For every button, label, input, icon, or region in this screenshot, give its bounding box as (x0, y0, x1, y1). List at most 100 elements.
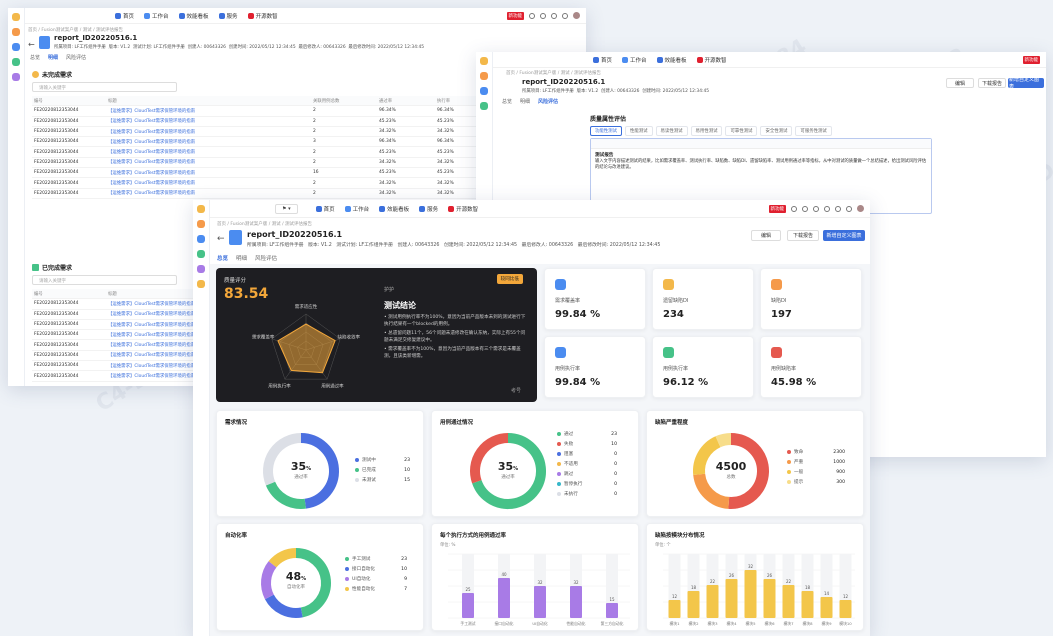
back-icon[interactable]: ← (28, 40, 35, 49)
filter-chip[interactable]: 性能测试 (624, 126, 653, 136)
row-title-link[interactable]: 【运维需求】CloudTest需求保管环境的指南 (108, 191, 196, 197)
nav-home[interactable]: 首页 (593, 56, 612, 64)
nav-kanban[interactable]: 效能看板 (656, 56, 687, 64)
row-title-link[interactable]: 【运维需求】CloudTest需求保管环境的指南 (108, 181, 196, 187)
row-title-link[interactable]: 【运维需求】CloudTest需求保管环境的指南 (108, 129, 196, 135)
filter-chip[interactable]: 功能性测试 (590, 126, 622, 136)
column-header[interactable]: 标题 (108, 291, 117, 297)
row-title-link[interactable]: 【运维需求】CloudTest需求保管环境的指南 (108, 374, 196, 380)
filter-chip[interactable]: 易读性测试 (655, 126, 688, 136)
row-title-link[interactable]: 【运维需求】CloudTest需求保管环境的指南 (108, 343, 196, 349)
row-title-link[interactable]: 【运维需求】CloudTest需求保管环境的指南 (108, 301, 196, 307)
nav-workbench[interactable]: 工作台 (344, 205, 369, 213)
tab-risk[interactable]: 风险评估 (255, 256, 278, 262)
nav-home[interactable]: 首页 (315, 205, 335, 213)
row-title-link[interactable]: 【运维需求】CloudTest需求保管环境的指南 (108, 170, 196, 176)
home-icon[interactable] (197, 220, 205, 228)
nav-home[interactable]: 首页 (115, 12, 134, 20)
table-row[interactable]: FE20220812353044 【运维需求】CloudTest需求保管环境的指南… (32, 147, 482, 158)
help-icon[interactable] (791, 205, 797, 212)
tab-risk[interactable]: 风险评估 (538, 99, 559, 105)
breadcrumb[interactable]: 首页 / Fusion测试案户版 / 测试 / 测试评估报告 (217, 222, 313, 227)
mail-icon[interactable] (813, 205, 819, 212)
search-input[interactable]: 请输入关键字 (32, 82, 177, 92)
column-header[interactable]: 编号 (34, 291, 43, 297)
tab-overview[interactable]: 总览 (30, 55, 41, 61)
new-feature-badge[interactable]: 新功能 (1022, 55, 1040, 64)
table-row[interactable]: FE20220812353044 【运维需求】CloudTest需求保管环境的指南… (32, 137, 482, 148)
tab-detail[interactable]: 明细 (236, 256, 248, 262)
create-chart-button[interactable]: 新增自定义图表 (1008, 77, 1044, 90)
row-title-link[interactable]: 【运维需求】CloudTest需求保管环境的指南 (108, 119, 196, 125)
chart-icon[interactable] (480, 102, 488, 110)
table-row[interactable]: FE20220812353044 【运维需求】CloudTest需求保管环境的指南… (32, 158, 482, 169)
column-header[interactable]: 标题 (108, 98, 117, 104)
avatar[interactable] (573, 12, 580, 19)
row-title-link[interactable]: 【运维需求】CloudTest需求保管环境的指南 (108, 322, 196, 328)
search-input[interactable]: 请输入关键字 (32, 275, 177, 285)
nav-workbench[interactable]: 工作台 (144, 12, 169, 20)
settings-icon[interactable] (562, 12, 568, 19)
nav-service[interactable]: 服务 (218, 12, 238, 20)
table-row[interactable]: FE20220812353044 【运维需求】CloudTest需求保管环境的指南… (32, 178, 482, 189)
column-header[interactable]: 执行率 (437, 98, 451, 104)
help-icon[interactable] (529, 12, 535, 19)
column-header[interactable]: 通过率 (379, 98, 393, 104)
create-chart-button[interactable]: 新增自定义图表 (823, 230, 865, 241)
tool-icon[interactable] (197, 280, 205, 288)
bell-icon[interactable] (551, 12, 557, 19)
avatar[interactable] (857, 205, 864, 212)
row-title-link[interactable]: 【运维需求】CloudTest需求保管环境的指南 (108, 160, 196, 166)
row-title-link[interactable]: 【运维需求】CloudTest需求保管环境的指南 (108, 332, 196, 338)
project-select[interactable]: ⚑ ▾ (275, 203, 298, 214)
row-title-link[interactable]: 【运维需求】CloudTest需求保管环境的指南 (108, 312, 196, 318)
question-icon[interactable] (846, 205, 852, 212)
download-button[interactable]: 下载报告 (787, 230, 819, 241)
row-title-link[interactable]: 【运维需求】CloudTest需求保管环境的指南 (108, 139, 196, 145)
home-icon[interactable] (12, 28, 20, 36)
breadcrumb[interactable]: 首页 / Fusion测试案户版 / 测试 / 测试评估报告 (28, 28, 124, 33)
row-title-link[interactable]: 【运维需求】CloudTest需求保管环境的指南 (108, 108, 196, 114)
table-row[interactable]: FE20220812353044 【运维需求】CloudTest需求保管环境的指南… (32, 189, 482, 199)
nav-project[interactable]: 开源数智 (696, 56, 727, 64)
nav-project[interactable]: 开源数智 (448, 205, 478, 213)
table-row[interactable]: FE20220812353044 【运维需求】CloudTest需求保管环境的指南… (32, 168, 482, 179)
bell-icon[interactable] (824, 205, 830, 212)
row-title-link[interactable]: 【运维需求】CloudTest需求保管环境的指南 (108, 363, 196, 369)
column-header[interactable]: 关联用例总数 (313, 98, 340, 104)
nav-workbench[interactable]: 工作台 (622, 56, 647, 64)
doc-icon[interactable] (197, 265, 205, 273)
nav-project[interactable]: 开源数智 (247, 12, 278, 20)
user-icon[interactable] (12, 43, 20, 51)
row-title-link[interactable]: 【运维需求】CloudTest需求保管环境的指南 (108, 150, 196, 156)
filter-chip[interactable]: 可服务性测试 (795, 126, 832, 136)
nav-service[interactable]: 服务 (419, 205, 438, 213)
download-button[interactable]: 下载报告 (978, 78, 1006, 88)
home-icon[interactable] (480, 72, 488, 80)
table-row[interactable]: FE20220812353044 【运维需求】CloudTest需求保管环境的指南… (32, 127, 482, 138)
new-feature-badge[interactable]: 新功能 (768, 204, 786, 213)
new-feature-badge[interactable]: 新功能 (506, 11, 524, 20)
filter-chip[interactable]: 可靠性测试 (725, 126, 758, 136)
chart-icon[interactable] (197, 250, 205, 258)
table-row[interactable]: FE20220812353044 【运维需求】CloudTest需求保管环境的指南… (32, 117, 482, 127)
doc-icon[interactable] (12, 73, 20, 81)
breadcrumb[interactable]: 首页 / Fusion测试案户版 / 测试 / 测试评估报告 (506, 71, 602, 76)
filter-chip[interactable]: 安全性测试 (760, 126, 793, 136)
filter-chip[interactable]: 易用性测试 (690, 126, 723, 136)
settings-icon[interactable] (835, 205, 841, 212)
tab-detail[interactable]: 明细 (520, 99, 531, 105)
column-header[interactable]: 编号 (34, 98, 43, 104)
nav-kanban[interactable]: 效能看板 (178, 12, 209, 20)
nav-kanban[interactable]: 效能看板 (379, 205, 409, 213)
user-icon[interactable] (197, 235, 205, 243)
table-row[interactable]: FE20220812353044 【运维需求】CloudTest需求保管环境的指南… (32, 106, 482, 117)
row-title-link[interactable]: 【运维需求】CloudTest需求保管环境的指南 (108, 353, 196, 359)
back-icon[interactable]: ← (217, 234, 225, 244)
tab-overview[interactable]: 总览 (217, 256, 229, 262)
search-icon[interactable] (802, 205, 808, 212)
user-icon[interactable] (480, 87, 488, 95)
tab-detail[interactable]: 明细 (48, 55, 59, 61)
edit-button[interactable]: 编辑 (946, 78, 974, 88)
tab-risk[interactable]: 风险评估 (66, 55, 87, 61)
